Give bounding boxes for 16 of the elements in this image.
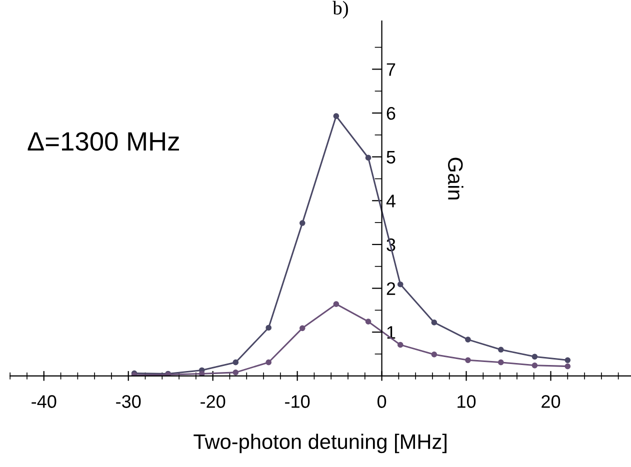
x-tick-label: -40 xyxy=(32,395,56,408)
y-tick-label: 7 xyxy=(386,63,396,76)
x-tick-label: -10 xyxy=(285,395,310,408)
y-tick-label: 2 xyxy=(386,282,396,295)
y-axis-title: Gain xyxy=(448,158,464,200)
annotation: Δ=1300 MHz xyxy=(28,132,179,151)
x-tick-label: 0 xyxy=(377,395,386,408)
y-tick-label: 4 xyxy=(386,194,396,208)
x-tick-label: 10 xyxy=(458,395,476,408)
y-tick-label: 6 xyxy=(386,106,396,120)
chart-title: b) xyxy=(332,0,348,19)
x-tick-label: -20 xyxy=(200,395,226,408)
x-tick-label: 20 xyxy=(542,395,560,408)
x-tick-label: -30 xyxy=(116,395,141,408)
x-axis-title: Two-photon detuning [MHz] xyxy=(194,434,446,454)
y-tick-label: 5 xyxy=(386,150,396,164)
